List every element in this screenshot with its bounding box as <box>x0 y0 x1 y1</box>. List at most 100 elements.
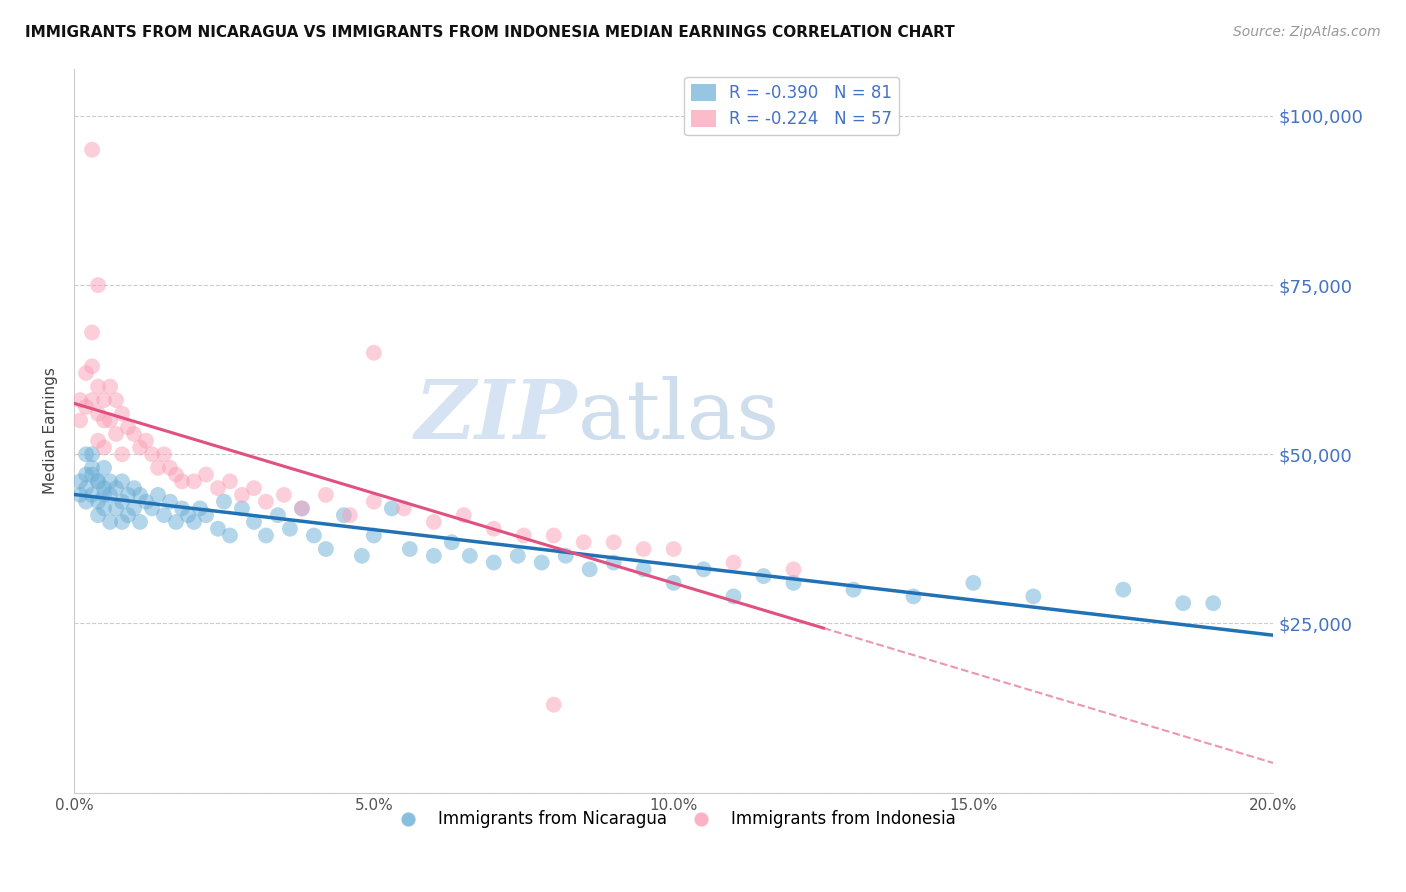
Point <box>482 556 505 570</box>
Point <box>183 475 205 489</box>
Text: IMMIGRANTS FROM NICARAGUA VS IMMIGRANTS FROM INDONESIA MEDIAN EARNINGS CORRELATI: IMMIGRANTS FROM NICARAGUA VS IMMIGRANTS … <box>25 25 955 40</box>
Point <box>87 379 110 393</box>
Point <box>98 379 121 393</box>
Point <box>153 447 176 461</box>
Point <box>153 508 176 523</box>
Point <box>93 441 115 455</box>
Point <box>633 541 655 556</box>
Point <box>1022 590 1045 604</box>
Point <box>782 562 804 576</box>
Point <box>69 393 91 408</box>
Point <box>80 143 103 157</box>
Point <box>105 393 128 408</box>
Point <box>962 575 984 590</box>
Point <box>93 393 115 408</box>
Point <box>80 447 103 461</box>
Point <box>363 528 385 542</box>
Point <box>513 528 536 542</box>
Point <box>105 427 128 442</box>
Point <box>363 345 385 359</box>
Point <box>170 501 193 516</box>
Point <box>782 575 804 590</box>
Point <box>219 528 242 542</box>
Point <box>177 508 200 523</box>
Point <box>572 535 595 549</box>
Point <box>195 508 218 523</box>
Point <box>87 494 110 508</box>
Point <box>75 400 97 414</box>
Point <box>87 475 110 489</box>
Point <box>207 522 229 536</box>
Point <box>75 447 97 461</box>
Point <box>291 501 314 516</box>
Point <box>207 481 229 495</box>
Point <box>75 366 97 380</box>
Point <box>165 515 187 529</box>
Point <box>278 522 301 536</box>
Point <box>111 475 134 489</box>
Point <box>543 528 565 542</box>
Point <box>141 501 163 516</box>
Point <box>122 481 145 495</box>
Point <box>458 549 481 563</box>
Point <box>93 488 115 502</box>
Point <box>302 528 325 542</box>
Point <box>98 413 121 427</box>
Point <box>80 460 103 475</box>
Point <box>87 475 110 489</box>
Point <box>87 434 110 448</box>
Point <box>315 488 337 502</box>
Point <box>254 528 277 542</box>
Point <box>146 460 169 475</box>
Point <box>122 501 145 516</box>
Point <box>543 698 565 712</box>
Point <box>105 481 128 495</box>
Point <box>243 515 266 529</box>
Point <box>1173 596 1195 610</box>
Point <box>392 501 415 516</box>
Point <box>440 535 463 549</box>
Point <box>87 407 110 421</box>
Point <box>93 413 115 427</box>
Point <box>195 467 218 482</box>
Point <box>87 278 110 293</box>
Point <box>752 569 775 583</box>
Point <box>188 501 211 516</box>
Point <box>363 494 385 508</box>
Point <box>315 541 337 556</box>
Point <box>903 590 925 604</box>
Point <box>69 413 91 427</box>
Point <box>80 359 103 374</box>
Point <box>135 434 157 448</box>
Point <box>398 541 420 556</box>
Point <box>98 475 121 489</box>
Point <box>117 508 139 523</box>
Point <box>141 447 163 461</box>
Point <box>146 488 169 502</box>
Point <box>129 441 152 455</box>
Point <box>75 494 97 508</box>
Point <box>423 549 446 563</box>
Point <box>159 460 181 475</box>
Point <box>129 488 152 502</box>
Point <box>93 460 115 475</box>
Point <box>111 494 134 508</box>
Point <box>339 508 361 523</box>
Point <box>117 488 139 502</box>
Point <box>554 549 576 563</box>
Text: Source: ZipAtlas.com: Source: ZipAtlas.com <box>1233 25 1381 39</box>
Point <box>273 488 295 502</box>
Point <box>291 501 314 516</box>
Point <box>129 515 152 529</box>
Point <box>93 501 115 516</box>
Point <box>170 475 193 489</box>
Y-axis label: Median Earnings: Median Earnings <box>44 368 58 494</box>
Point <box>453 508 475 523</box>
Point <box>423 515 446 529</box>
Point <box>243 481 266 495</box>
Point <box>1202 596 1225 610</box>
Point <box>105 501 128 516</box>
Legend: Immigrants from Nicaragua, Immigrants from Indonesia: Immigrants from Nicaragua, Immigrants fr… <box>385 804 962 835</box>
Point <box>254 494 277 508</box>
Point <box>692 562 714 576</box>
